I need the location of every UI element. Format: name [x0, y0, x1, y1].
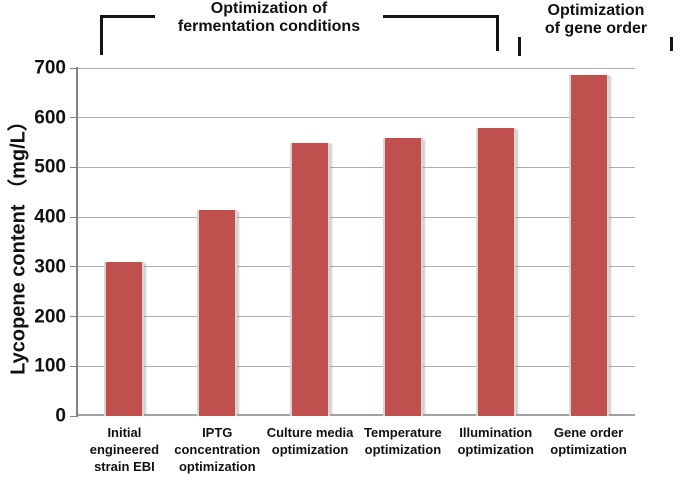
x-axis-label: IPTG concentration optimization [174, 425, 261, 474]
bar-2 [197, 209, 238, 416]
y-tick-label: 300 [34, 256, 66, 278]
annotation-label-gene-order: Optimization of gene order [510, 2, 682, 37]
gridline [78, 166, 635, 168]
y-axis-title: Lycopene content （mg/L） [7, 111, 30, 375]
y-tick-mark [70, 68, 78, 69]
y-tick-label: 200 [34, 306, 66, 328]
y-tick-mark [70, 117, 78, 119]
annotation-label-line: fermentation conditions [177, 17, 361, 35]
y-tick-mark [70, 266, 78, 268]
y-tick-mark [70, 365, 78, 367]
y-tick-label: 500 [34, 156, 66, 178]
annotation-label-fermentation: Optimization of fermentation conditions [155, 0, 383, 35]
x-axis-label: Culture media optimization [266, 425, 354, 457]
x-axis-label: Initial engineered strain EBI [89, 425, 160, 474]
y-tick-mark [70, 216, 78, 218]
x-axis-label: Gene order optimization [550, 425, 627, 457]
y-tick-mark [70, 166, 78, 168]
x-axis-labels: Initial engineered strain EBI IPTG concen… [78, 424, 635, 475]
y-tick-label: 0 [55, 405, 66, 427]
bar-5 [475, 127, 516, 416]
y-tick-label: 100 [34, 355, 66, 377]
gridline [78, 266, 635, 268]
gridline [78, 365, 635, 367]
y-tick-mark [70, 415, 78, 417]
annotation-label-line: of gene order [544, 19, 648, 37]
x-axis-label: Illumination optimization [457, 425, 534, 457]
plot-area: 0 100 200 300 400 500 600 700 [34, 59, 635, 426]
y-tick-mark [70, 316, 78, 318]
y-axis-line [76, 67, 78, 417]
bar-6 [568, 75, 609, 416]
y-tick-label: 600 [34, 107, 66, 129]
gridline [78, 117, 635, 119]
bracket-left-leg [100, 15, 103, 55]
x-axis-label: Temperature optimization [364, 425, 442, 457]
y-tick-label: 700 [34, 57, 66, 79]
gridline [78, 216, 635, 218]
annotation-label-line: Optimization of [210, 0, 328, 17]
y-tick-label: 400 [34, 206, 66, 228]
annotation-label-line: Optimization [547, 2, 645, 19]
gridline [78, 316, 635, 318]
bracket-right-leg [496, 15, 499, 51]
bar-1 [104, 261, 145, 416]
gridline [78, 68, 635, 69]
x-axis-line [78, 414, 635, 416]
bar-4 [382, 137, 423, 416]
bar-3 [290, 142, 331, 416]
